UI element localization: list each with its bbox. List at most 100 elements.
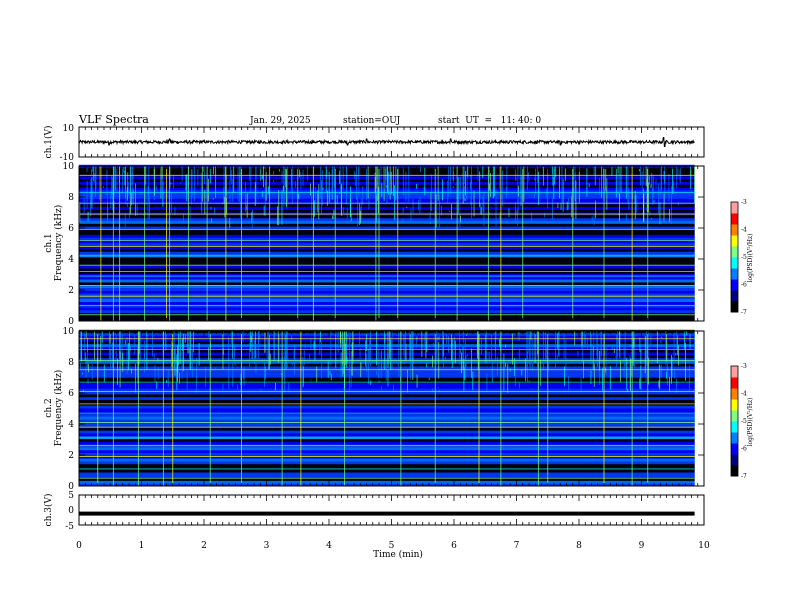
sferic-streak <box>318 184 320 220</box>
sferic-streak <box>339 191 341 194</box>
sferic-streak <box>249 342 251 368</box>
sferic-streak <box>346 166 348 196</box>
sferic-streak <box>557 202 559 209</box>
sferic-streak <box>618 214 620 216</box>
sferic-streak <box>139 331 141 361</box>
x-tick-label: 5 <box>389 541 395 551</box>
sferic-streak <box>532 338 534 372</box>
sferic-streak <box>264 332 266 353</box>
sferic-streak <box>381 349 382 370</box>
sferic-streak <box>389 331 390 360</box>
colorbar-tick-label: -4 <box>741 391 747 398</box>
spectrogram-band <box>79 430 695 434</box>
sferic-streak <box>183 213 184 223</box>
sferic-streak <box>144 212 146 214</box>
sferic-streak <box>359 347 361 360</box>
sferic-streak <box>559 166 560 199</box>
spectrogram-band <box>79 281 695 286</box>
sferic-streak <box>403 331 405 356</box>
sferic-streak <box>531 388 533 390</box>
sferic-streak <box>351 342 353 376</box>
sferic-streak <box>409 346 411 380</box>
spectrogram-band <box>79 270 695 275</box>
sferic-streak <box>660 364 662 378</box>
sferic-streak <box>640 365 642 390</box>
spectrogram-band <box>79 245 695 249</box>
sferic-streak <box>191 166 192 205</box>
ch3-waveform-ylabel: ch.3(V) <box>43 494 54 527</box>
sferic-streak <box>654 199 656 204</box>
sferic-streak <box>325 166 327 194</box>
sferic-streak <box>556 333 558 350</box>
sferic-streak <box>652 174 654 198</box>
sferic-streak <box>466 196 468 198</box>
sferic-streak <box>416 374 418 388</box>
sferic-streak <box>642 193 644 223</box>
sferic-streak <box>432 355 434 368</box>
sferic-streak <box>459 331 461 366</box>
sferic-streak <box>479 194 481 201</box>
sferic-streak <box>578 166 580 203</box>
spectrogram-band <box>79 388 695 392</box>
colorbar-segment <box>731 388 738 400</box>
sferic-streak <box>436 212 438 214</box>
sferic-streak <box>391 166 392 195</box>
sferic-streak <box>600 331 602 364</box>
sferic-streak <box>563 334 565 338</box>
sferic-streak <box>426 331 428 350</box>
sferic-streak <box>250 166 252 194</box>
sferic-streak <box>300 172 302 190</box>
sferic-streak <box>85 357 87 378</box>
sferic-streak <box>609 365 611 390</box>
sferic-streak <box>425 363 427 368</box>
sferic-streak <box>193 331 194 353</box>
sferic-streak <box>291 166 293 204</box>
sferic-streak <box>495 331 497 340</box>
sferic-streak <box>215 166 217 199</box>
spectrogram-band <box>79 446 695 451</box>
sferic-streak <box>124 213 126 228</box>
sferic-streak <box>528 380 530 382</box>
sferic-streak <box>591 216 593 221</box>
sferic-streak <box>100 336 102 362</box>
x-tick-label: 6 <box>451 541 457 551</box>
spectrogram-band <box>79 262 695 266</box>
sferic-streak <box>167 369 169 387</box>
sferic-streak <box>265 166 267 201</box>
ch1-spectrogram-ylabel-channel: ch.1 <box>44 233 54 252</box>
sferic-streak <box>508 208 510 218</box>
spectrogram-band <box>79 279 695 283</box>
sferic-streak <box>575 180 577 219</box>
sferic-streak <box>646 344 648 360</box>
sferic-streak <box>514 376 516 387</box>
sferic-streak <box>387 370 389 387</box>
sferic-streak <box>294 344 296 375</box>
sferic-streak <box>106 192 108 224</box>
sferic-streak <box>86 180 88 209</box>
sferic-streak <box>186 371 188 391</box>
sferic-streak <box>264 358 265 388</box>
sferic-streak <box>356 166 357 201</box>
sferic-streak <box>430 174 432 204</box>
sferic-streak <box>87 347 88 369</box>
sferic-streak <box>113 200 115 214</box>
sferic-streak <box>130 345 131 352</box>
sferic-streak <box>93 166 95 182</box>
sferic-streak <box>543 331 544 339</box>
sferic-streak <box>177 345 178 382</box>
sferic-streak <box>134 334 136 355</box>
sferic-streak <box>239 166 241 195</box>
spectrogram-band <box>79 307 695 311</box>
sferic-streak <box>261 191 263 198</box>
sferic-streak <box>91 166 92 176</box>
sferic-streak <box>542 339 544 371</box>
sferic-streak <box>249 166 251 182</box>
sferic-streak <box>627 166 629 204</box>
sferic-streak <box>653 200 655 202</box>
sferic-streak <box>544 213 545 218</box>
sferic-streak <box>599 365 601 385</box>
sferic-streak <box>504 344 506 348</box>
sferic-streak <box>595 200 597 219</box>
spectrogram-band <box>79 315 695 319</box>
sferic-streak <box>277 206 279 225</box>
